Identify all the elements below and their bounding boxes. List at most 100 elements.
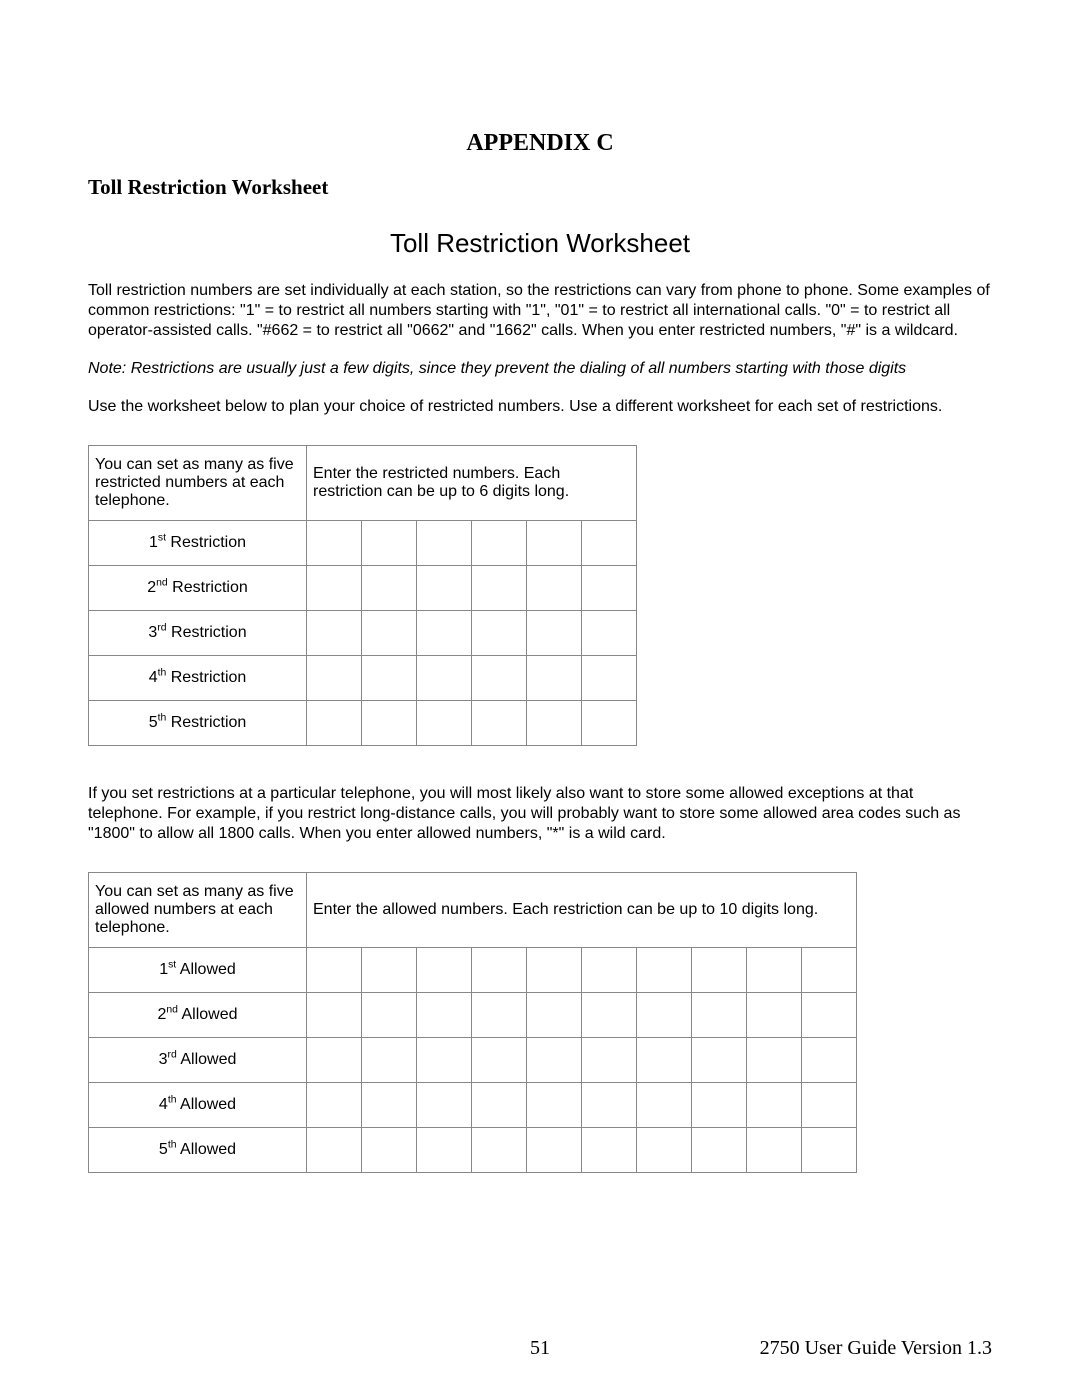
allowed-digit-cell[interactable] [747,1083,802,1128]
allowed-digit-cell[interactable] [527,1083,582,1128]
allowed-digit-cell[interactable] [747,1038,802,1083]
restriction-digit-cell[interactable] [362,611,417,656]
allowed-row-label: 4th Allowed [89,1083,307,1128]
table-row: 3rd Restriction [89,611,637,656]
restriction-digit-cell[interactable] [307,656,362,701]
allowed-digit-cell[interactable] [692,1083,747,1128]
restriction-digit-cell[interactable] [527,656,582,701]
restriction-digit-cell[interactable] [417,611,472,656]
restriction-digit-cell[interactable] [582,611,637,656]
table-row: 1st Allowed [89,948,857,993]
footer-version: 2750 User Guide Version 1.3 [760,1337,992,1360]
allowed-digit-cell[interactable] [417,1128,472,1173]
restriction-digit-cell[interactable] [362,656,417,701]
table-row: 2nd Restriction [89,566,637,611]
allowed-digit-cell[interactable] [637,1128,692,1173]
appendix-title: APPENDIX C [88,130,992,157]
restriction-digit-cell[interactable] [307,611,362,656]
allowed-digit-cell[interactable] [692,1128,747,1173]
restriction-digit-cell[interactable] [472,701,527,746]
allowed-digit-cell[interactable] [307,1038,362,1083]
restriction-digit-cell[interactable] [582,656,637,701]
allowed-row-label: 2nd Allowed [89,993,307,1038]
restriction-digit-cell[interactable] [362,521,417,566]
allowed-digit-cell[interactable] [802,993,857,1038]
restriction-digit-cell[interactable] [307,521,362,566]
allowed-digit-cell[interactable] [582,1083,637,1128]
note-paragraph: Note: Restrictions are usually just a fe… [88,359,992,379]
restriction-row-label: 3rd Restriction [89,611,307,656]
restriction-digit-cell[interactable] [527,566,582,611]
restriction-digit-cell[interactable] [527,521,582,566]
allowed-digit-cell[interactable] [362,1083,417,1128]
restriction-digit-cell[interactable] [472,656,527,701]
allowed-row-label: 3rd Allowed [89,1038,307,1083]
restriction-digit-cell[interactable] [472,611,527,656]
allowed-digit-cell[interactable] [637,1083,692,1128]
table-row: 4th Restriction [89,656,637,701]
allowed-digit-cell[interactable] [527,948,582,993]
allowed-digit-cell[interactable] [417,948,472,993]
restriction-digit-cell[interactable] [362,701,417,746]
allowed-digit-cell[interactable] [582,993,637,1038]
allowed-digit-cell[interactable] [692,993,747,1038]
allowed-digit-cell[interactable] [417,993,472,1038]
restriction-digit-cell[interactable] [472,566,527,611]
allowed-digit-cell[interactable] [362,1038,417,1083]
allowed-digit-cell[interactable] [307,948,362,993]
restriction-digit-cell[interactable] [417,701,472,746]
allowed-digit-cell[interactable] [637,1038,692,1083]
allowed-digit-cell[interactable] [307,1128,362,1173]
table-row: 3rd Allowed [89,1038,857,1083]
allowed-intro-paragraph: If you set restrictions at a particular … [88,784,992,844]
restriction-digit-cell[interactable] [527,701,582,746]
allowed-digit-cell[interactable] [802,1038,857,1083]
allowed-digit-cell[interactable] [472,948,527,993]
allowed-digit-cell[interactable] [527,1128,582,1173]
allowed-digit-cell[interactable] [527,1038,582,1083]
allowed-digit-cell[interactable] [692,1038,747,1083]
allowed-digit-cell[interactable] [747,1128,802,1173]
restriction-digit-cell[interactable] [472,521,527,566]
table-row: 2nd Allowed [89,993,857,1038]
allowed-digit-cell[interactable] [362,948,417,993]
allowed-digit-cell[interactable] [362,1128,417,1173]
restriction-digit-cell[interactable] [417,521,472,566]
restriction-digit-cell[interactable] [417,566,472,611]
allowed-digit-cell[interactable] [307,1083,362,1128]
restriction-digit-cell[interactable] [307,566,362,611]
allowed-digit-cell[interactable] [747,993,802,1038]
restriction-row-label: 5th Restriction [89,701,307,746]
restriction-digit-cell[interactable] [582,701,637,746]
allowed-digit-cell[interactable] [472,993,527,1038]
allowed-digit-cell[interactable] [747,948,802,993]
allowed-digit-cell[interactable] [692,948,747,993]
allowed-digit-cell[interactable] [362,993,417,1038]
allowed-digit-cell[interactable] [802,948,857,993]
allowed-digit-cell[interactable] [472,1128,527,1173]
allowed-digit-cell[interactable] [417,1038,472,1083]
section-heading: Toll Restriction Worksheet [88,175,992,200]
restriction-digit-cell[interactable] [582,566,637,611]
allowed-digit-cell[interactable] [802,1083,857,1128]
allowed-digit-cell[interactable] [802,1128,857,1173]
allowed-digit-cell[interactable] [527,993,582,1038]
restriction-desc-header: You can set as many as five restricted n… [89,446,307,521]
restriction-digit-cell[interactable] [417,656,472,701]
allowed-digit-cell[interactable] [582,948,637,993]
allowed-digit-cell[interactable] [472,1038,527,1083]
restriction-digit-cell[interactable] [307,701,362,746]
allowed-digit-cell[interactable] [472,1083,527,1128]
restriction-digit-cell[interactable] [527,611,582,656]
allowed-digit-cell[interactable] [637,993,692,1038]
restriction-digit-cell[interactable] [582,521,637,566]
allowed-digit-cell[interactable] [307,993,362,1038]
allowed-desc-header: You can set as many as five allowed numb… [89,873,307,948]
allowed-digit-cell[interactable] [417,1083,472,1128]
restriction-digit-cell[interactable] [362,566,417,611]
page: APPENDIX C Toll Restriction Worksheet To… [0,0,1080,1397]
allowed-digit-cell[interactable] [582,1038,637,1083]
allowed-digit-cell[interactable] [582,1128,637,1173]
restriction-row-label: 4th Restriction [89,656,307,701]
allowed-digit-cell[interactable] [637,948,692,993]
